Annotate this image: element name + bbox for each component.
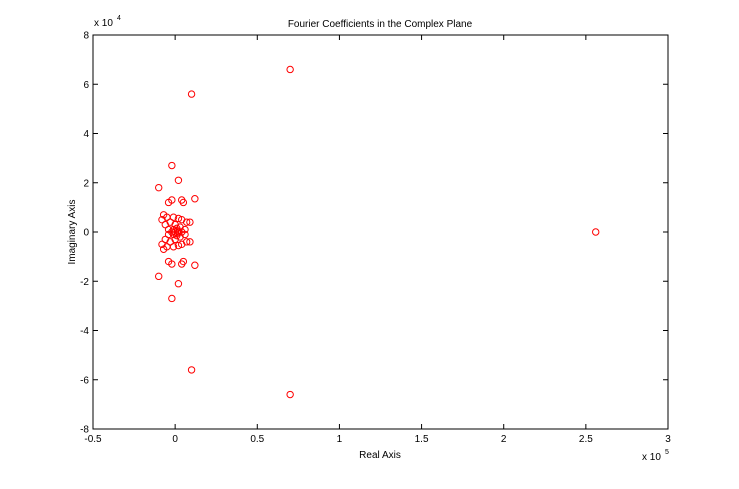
data-point	[174, 176, 183, 184]
y-tick-labels: -8 -6 -4 -2 0 2 4 6 8	[80, 31, 89, 436]
data-point	[186, 238, 194, 246]
data-point	[191, 195, 199, 203]
data-point	[174, 241, 183, 250]
data-point	[178, 215, 186, 224]
data-point	[168, 294, 176, 303]
axis-ticks	[92, 34, 669, 430]
data-point	[169, 243, 178, 251]
data-point	[169, 213, 178, 221]
x-tick-label: 0	[172, 434, 178, 445]
x-multiplier-base: x 10	[642, 452, 661, 463]
y-tick-label: -6	[80, 375, 89, 386]
data-point	[186, 218, 194, 226]
chart-title: Fourier Coefficients in the Complex Plan…	[288, 19, 473, 30]
x-tick-label: 1	[337, 434, 343, 445]
x-tick-label: 0.5	[250, 434, 264, 445]
data-point	[174, 214, 183, 223]
plot-area	[92, 34, 669, 430]
data-point	[179, 257, 188, 266]
x-tick-label: 2.5	[579, 434, 593, 445]
data-point	[187, 366, 196, 374]
data-point	[191, 261, 199, 269]
data-point	[168, 228, 176, 236]
data-point	[174, 280, 183, 288]
y-tick-label: 0	[83, 228, 89, 239]
x-axis-multiplier: x 10 5	[642, 449, 669, 463]
data-point	[286, 390, 294, 399]
data-point	[168, 161, 176, 170]
data-point	[155, 183, 163, 192]
y-tick-label: -2	[80, 277, 89, 288]
x-tick-label: 1.5	[415, 434, 429, 445]
data-point	[178, 240, 186, 249]
y-axis-multiplier: x 10 4	[94, 15, 121, 29]
data-points	[155, 65, 600, 399]
x-multiplier-exponent: 5	[665, 449, 669, 456]
data-point	[286, 65, 294, 74]
data-point	[155, 272, 163, 281]
y-multiplier-base: x 10	[94, 18, 113, 29]
y-tick-label: -4	[80, 326, 89, 337]
y-multiplier-exponent: 4	[117, 15, 121, 22]
data-point	[592, 228, 600, 236]
x-tick-labels: -0.5 0 0.5 1 1.5 2 2.5 3	[84, 434, 671, 445]
data-point	[179, 198, 188, 207]
y-tick-label: 8	[83, 31, 89, 42]
x-tick-label: 2	[501, 434, 507, 445]
data-point	[164, 257, 173, 266]
data-point	[176, 223, 184, 231]
data-point	[187, 90, 196, 98]
data-point	[178, 228, 186, 236]
x-tick-label: -0.5	[84, 434, 102, 445]
y-tick-label: 4	[83, 129, 89, 140]
x-axis-label: Real Axis	[359, 450, 401, 461]
data-point	[164, 198, 173, 207]
y-tick-label: -8	[80, 425, 89, 436]
y-axis-label: Imaginary Axis	[67, 199, 78, 264]
y-tick-label: 6	[83, 80, 89, 91]
y-tick-label: 2	[83, 178, 89, 189]
x-tick-label: 3	[665, 434, 671, 445]
data-point	[176, 233, 184, 241]
